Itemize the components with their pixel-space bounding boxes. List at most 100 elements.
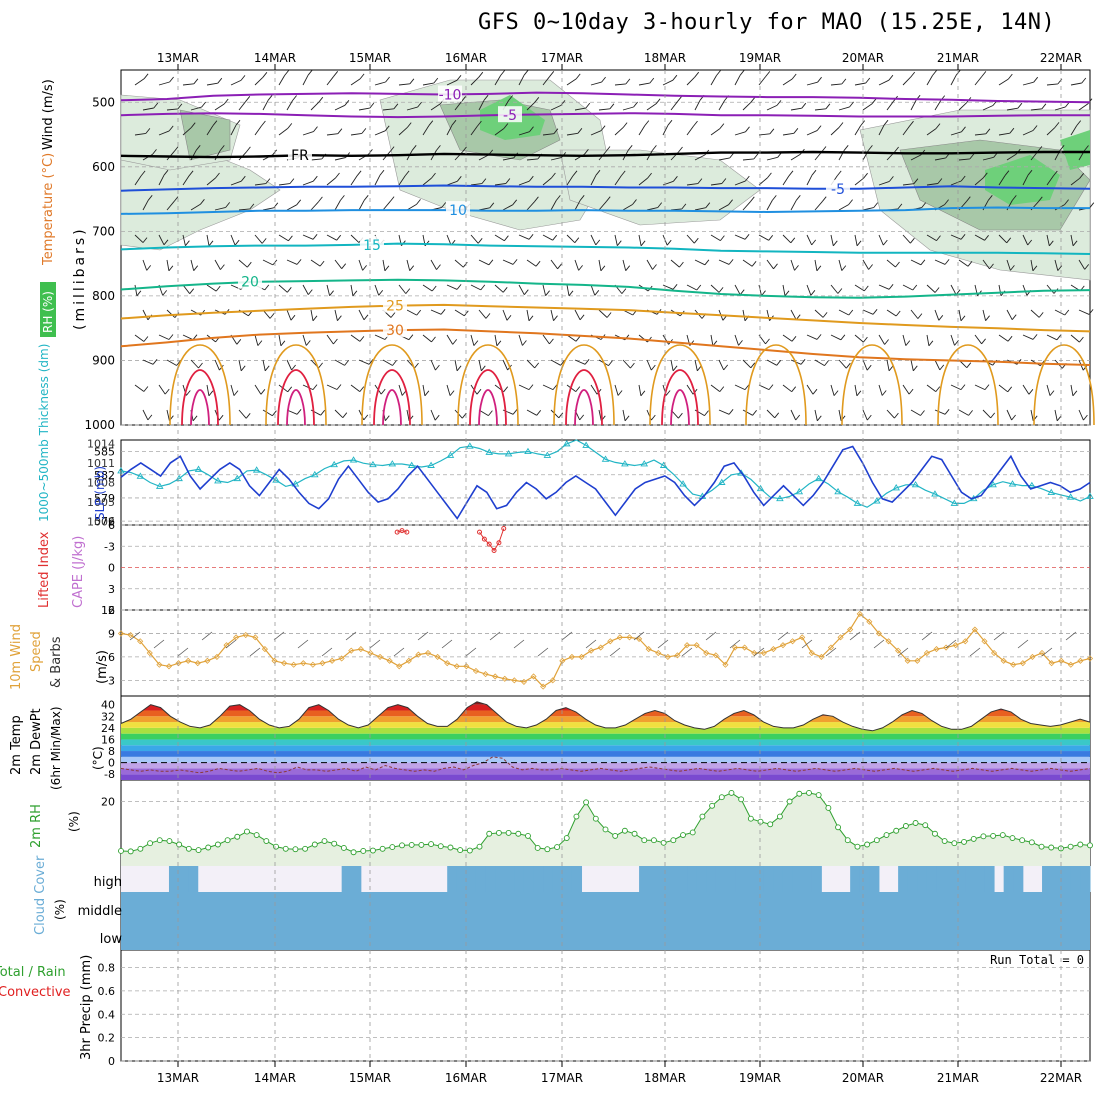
wind-barb-flag xyxy=(462,261,468,268)
cloud-middle-label: middle xyxy=(78,904,122,919)
wind-barb xyxy=(998,132,1010,136)
wind-barb-flag xyxy=(1037,196,1043,203)
wind-barb xyxy=(1078,103,1089,111)
wind-barb xyxy=(1054,259,1059,271)
wind-barb xyxy=(710,234,721,241)
thickness-line xyxy=(120,439,1091,508)
wind-barb-flag xyxy=(966,362,972,368)
thickness-point xyxy=(311,470,319,478)
wind-barb-flag xyxy=(481,178,487,184)
pressure-tick-label: 1000 xyxy=(84,418,115,432)
thickness-point xyxy=(155,482,164,489)
wind-barb xyxy=(910,309,919,319)
wind-barb-flag xyxy=(928,340,934,347)
wind-barb xyxy=(230,234,236,246)
thickness-point xyxy=(776,494,784,502)
rh2m-area xyxy=(121,792,1090,866)
wind-barb-flag xyxy=(245,413,251,419)
wind-barb xyxy=(454,101,463,111)
wind-barb xyxy=(190,259,195,271)
wind-barb-flag xyxy=(369,102,375,109)
wind-barb xyxy=(310,201,319,211)
wind-barb xyxy=(518,131,530,136)
wind10-point xyxy=(444,660,451,667)
rh2m-point xyxy=(1009,835,1016,841)
wind10-barb xyxy=(177,647,189,657)
wind-barb xyxy=(974,334,982,345)
wind-barb-flag xyxy=(909,120,914,127)
wind10-barb xyxy=(1065,631,1077,641)
wind10-point xyxy=(923,649,930,657)
wind-barb-flag xyxy=(939,364,945,371)
wind-barb xyxy=(422,284,433,292)
date-label-top: 20MAR xyxy=(842,51,884,65)
cloud-high-bar xyxy=(475,866,487,892)
wind-barb-flag xyxy=(219,145,225,151)
wind-barb-flag xyxy=(359,73,365,80)
wind-barb-flag xyxy=(767,172,772,179)
dewpoint-line xyxy=(120,756,1091,774)
thickness-point xyxy=(272,476,280,483)
wind-barb-flag xyxy=(765,71,771,77)
wind-barb-flag xyxy=(1089,202,1095,208)
wind-barb-flag xyxy=(640,390,646,397)
wind-barb-flag xyxy=(801,102,807,109)
thickness-point xyxy=(349,456,358,463)
temp-lobe-40 xyxy=(181,369,219,426)
wind-barb-flag xyxy=(291,364,296,371)
wind-barb xyxy=(902,76,912,86)
wind-barb-flag xyxy=(411,145,417,151)
wind-barb-flag xyxy=(145,128,151,134)
wind-barb-flag xyxy=(1081,77,1087,84)
wind-barb-flag xyxy=(393,103,399,110)
wind-barb-flag xyxy=(488,410,493,416)
rh2m-point xyxy=(534,844,541,851)
wind-barb xyxy=(494,75,501,86)
wind-barb xyxy=(350,175,358,186)
wind-barb xyxy=(854,125,862,136)
wind-barb xyxy=(862,409,868,421)
rh2m-point xyxy=(437,843,444,850)
wind-barb-flag xyxy=(865,77,871,84)
wind-barb-flag xyxy=(938,315,944,321)
wind-barb xyxy=(526,101,536,111)
wind-barb-flag xyxy=(528,384,534,390)
wind10-point xyxy=(933,646,940,653)
wind-barb-flag xyxy=(287,386,293,393)
wind-barb-flag xyxy=(584,149,589,155)
rh2m-point xyxy=(796,790,803,797)
wind10-point xyxy=(415,651,422,658)
wind10-point xyxy=(472,667,480,675)
rh2m-point xyxy=(1028,839,1035,846)
wind-barb xyxy=(910,99,917,111)
wind10-point xyxy=(549,677,556,684)
thickness-point xyxy=(1028,481,1036,489)
wind-barb xyxy=(326,133,338,136)
temp-lobe-45 xyxy=(286,389,306,426)
wind-barb xyxy=(686,284,698,291)
wind-barb xyxy=(662,284,674,290)
wind-barb xyxy=(862,309,874,315)
wind-barb xyxy=(430,359,436,371)
thickness-point xyxy=(756,484,765,492)
wind-barb-flag xyxy=(344,360,349,366)
rh2m-point xyxy=(902,823,909,829)
thickness-point xyxy=(504,450,513,457)
wind-barb-flag xyxy=(473,340,479,346)
wind-barb xyxy=(782,132,794,136)
wind10-point xyxy=(434,653,441,660)
wind-barb-flag xyxy=(201,101,206,108)
rh-area-70 xyxy=(179,109,231,161)
rh2m-point xyxy=(127,848,134,855)
wind-barb-flag xyxy=(1064,199,1069,205)
cape-axis-label: CAPE (J/kg) xyxy=(71,536,86,608)
wind-barb xyxy=(838,204,849,211)
wind-barb xyxy=(158,81,170,86)
wind-barb-flag xyxy=(456,365,462,372)
wind-barb-flag xyxy=(359,336,365,342)
wind10-barb xyxy=(705,631,717,641)
wind-barb-flag xyxy=(136,290,142,297)
wind-barb xyxy=(598,309,608,318)
wind-barb xyxy=(262,409,273,417)
rh2m-point xyxy=(651,837,657,844)
